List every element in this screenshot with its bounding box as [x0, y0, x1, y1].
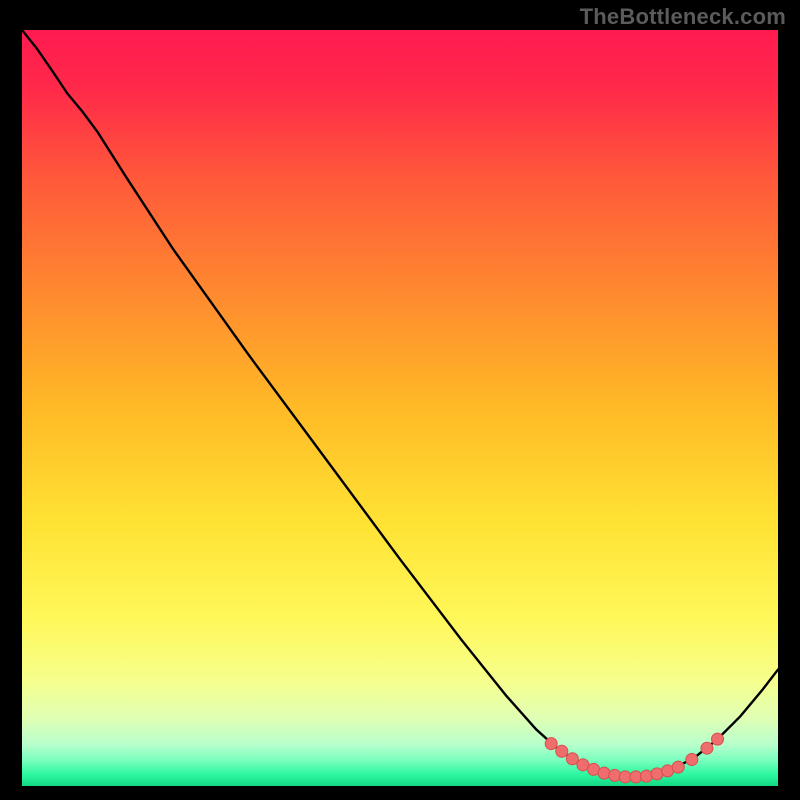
plot-area — [22, 30, 778, 786]
gradient-background — [22, 30, 778, 786]
marker-point — [545, 738, 557, 750]
chart-frame: TheBottleneck.com — [0, 0, 800, 800]
marker-point — [672, 761, 684, 773]
marker-point — [640, 770, 652, 782]
marker-point — [609, 769, 621, 781]
marker-point — [701, 742, 713, 754]
marker-point — [598, 767, 610, 779]
watermark-text: TheBottleneck.com — [580, 4, 786, 30]
marker-point — [686, 754, 698, 766]
marker-point — [556, 745, 568, 757]
marker-point — [712, 733, 724, 745]
chart-svg — [22, 30, 778, 786]
marker-point — [566, 753, 578, 765]
